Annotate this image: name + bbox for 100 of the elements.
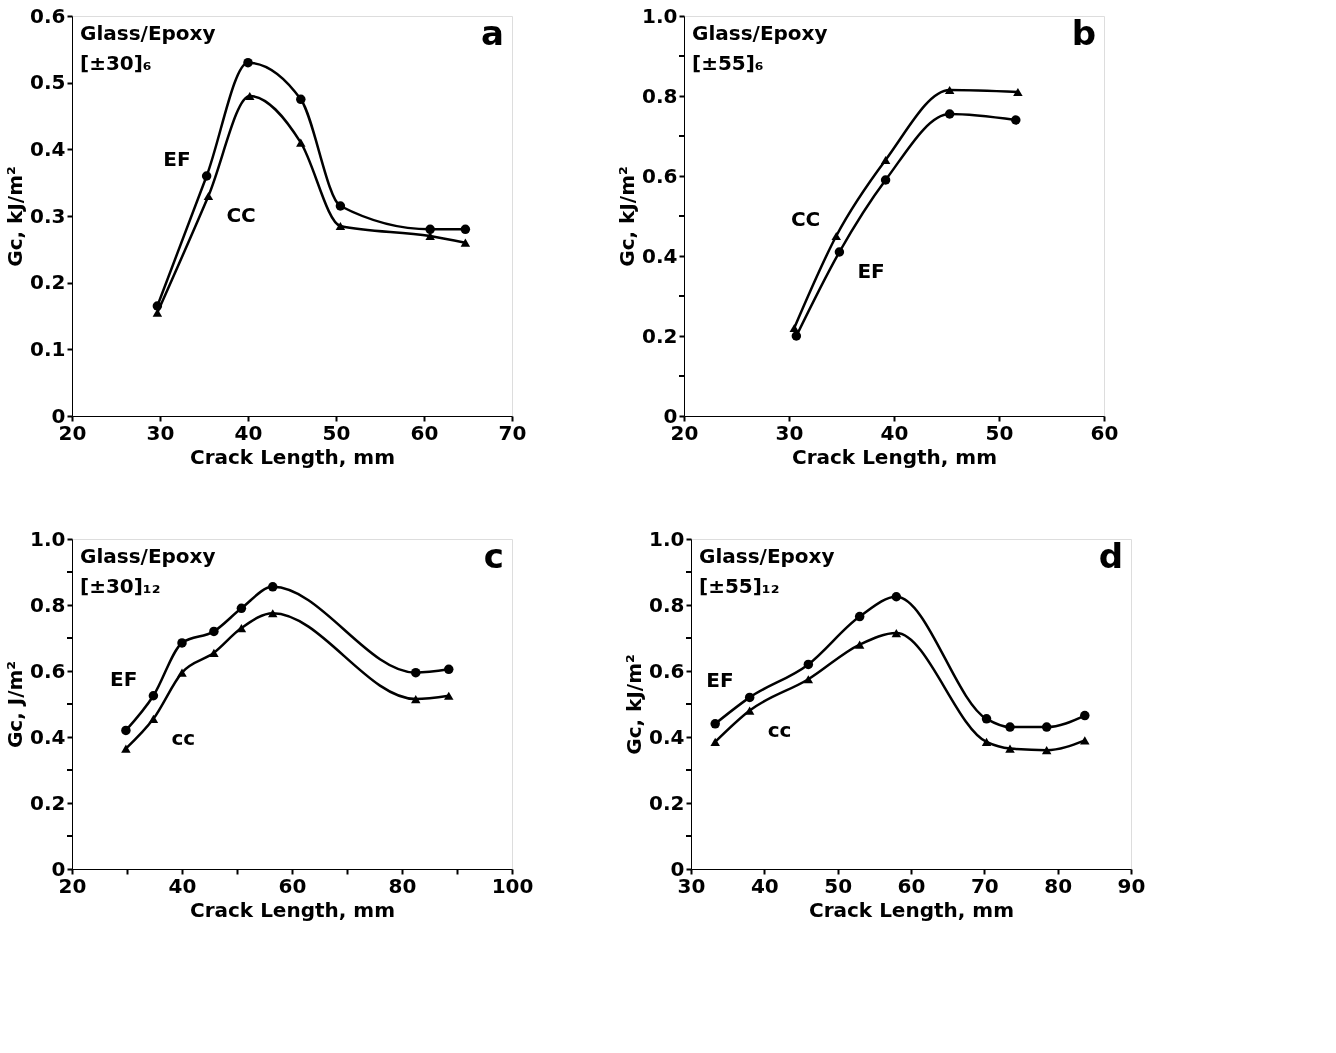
- y-axis-title: Gc, J/m²: [3, 660, 28, 749]
- x-tick-label: 50: [824, 873, 853, 898]
- y-tick-label: 0.8: [30, 592, 66, 617]
- y-tick-label: 1.0: [649, 526, 685, 551]
- point: [1080, 710, 1090, 721]
- point: [981, 714, 992, 724]
- point: [880, 175, 891, 185]
- point: [268, 582, 278, 592]
- x-tick-label: 50: [985, 420, 1014, 445]
- x-tick-label: 60: [410, 420, 439, 445]
- x-tick-label: 60: [278, 873, 307, 898]
- x-tick-label: 80: [1044, 873, 1073, 898]
- y-tick-label: 0.4: [642, 243, 678, 268]
- point: [209, 648, 219, 657]
- point: [148, 714, 159, 723]
- x-tick-label: 100: [491, 873, 534, 898]
- x-axis-title: Crack Length, mm: [189, 444, 396, 469]
- x-tick-label: 70: [498, 420, 527, 445]
- series-label: EF: [706, 668, 734, 693]
- point: [335, 221, 346, 231]
- x-axis-title: Crack Length, mm: [189, 897, 396, 922]
- series-label: CC: [226, 203, 256, 227]
- y-tick-label: 0.8: [649, 592, 685, 617]
- x-tick-label: 40: [168, 873, 197, 898]
- annotation: b: [1071, 13, 1096, 53]
- point: [121, 725, 131, 736]
- y-tick-label: 0.6: [30, 658, 66, 683]
- x-tick-label: 90: [1117, 873, 1146, 898]
- y-tick-label: 1.0: [642, 3, 678, 28]
- point: [1041, 746, 1052, 755]
- point: [236, 623, 247, 633]
- annotation: Glass/Epoxy: [699, 544, 835, 568]
- x-tick-label: 30: [146, 420, 175, 445]
- y-tick-label: 0.6: [30, 3, 66, 28]
- point: [203, 191, 214, 201]
- point: [411, 667, 421, 678]
- point: [1041, 722, 1052, 732]
- point: [854, 611, 865, 622]
- annotation: a: [481, 13, 504, 53]
- point: [981, 737, 992, 747]
- point: [236, 603, 247, 614]
- x-tick-label: 80: [388, 873, 417, 898]
- y-tick-label: 1.0: [30, 526, 66, 551]
- annotation: [±55]₁₂: [699, 574, 780, 598]
- point: [744, 692, 755, 703]
- y-tick-label: 0.2: [642, 323, 678, 348]
- point: [854, 640, 865, 649]
- series-label: CC: [790, 207, 821, 231]
- x-tick-label: 40: [880, 420, 909, 445]
- y-tick-label: 0.6: [649, 658, 685, 683]
- point: [121, 744, 131, 753]
- x-tick-label: 50: [322, 420, 351, 445]
- point: [268, 609, 278, 618]
- point: [148, 691, 159, 701]
- x-tick-label: 60: [897, 873, 926, 898]
- point: [710, 719, 720, 729]
- point: [209, 626, 219, 637]
- y-tick-label: 0.8: [642, 83, 678, 108]
- x-tick-label: 30: [775, 420, 804, 445]
- point: [177, 668, 187, 677]
- y-axis-title: Gc, kJ/m²: [622, 654, 647, 755]
- point: [411, 694, 421, 704]
- y-tick-label: 0.3: [30, 203, 66, 228]
- point: [245, 91, 255, 101]
- y-axis-title: Gc, kJ/m²: [615, 166, 640, 267]
- annotation: Glass/Epoxy: [80, 21, 216, 45]
- point: [944, 85, 955, 95]
- y-tick-label: 0.4: [649, 724, 685, 749]
- series-label: EF: [110, 666, 138, 691]
- y-tick-label: 0.4: [30, 136, 66, 161]
- point: [803, 675, 814, 684]
- x-tick-label: 60: [1090, 420, 1119, 445]
- x-tick-label: 70: [970, 873, 999, 898]
- point: [1013, 87, 1023, 97]
- y-tick-label: 0.2: [30, 790, 66, 815]
- y-tick-label: 0.1: [30, 336, 66, 361]
- point: [791, 331, 802, 341]
- point: [460, 238, 471, 247]
- annotation: c: [483, 536, 504, 576]
- point: [1011, 115, 1021, 125]
- y-tick-label: 0.2: [30, 270, 66, 295]
- point: [1005, 722, 1015, 732]
- point: [444, 691, 454, 700]
- point: [460, 224, 471, 235]
- series-label: EF: [163, 147, 191, 171]
- annotation: [±30]₁₂: [80, 574, 161, 598]
- annotation: Glass/Epoxy: [80, 544, 216, 568]
- x-tick-label: 40: [750, 873, 779, 898]
- point: [1080, 736, 1090, 745]
- annotation: Glass/Epoxy: [692, 21, 828, 45]
- y-tick-label: 0.4: [30, 724, 66, 749]
- point: [177, 638, 187, 648]
- series-label: cc: [171, 725, 196, 750]
- point: [444, 664, 454, 675]
- point: [243, 57, 253, 68]
- point: [710, 737, 720, 747]
- point: [944, 109, 955, 119]
- point: [891, 628, 902, 638]
- point: [831, 231, 841, 241]
- point: [296, 138, 306, 147]
